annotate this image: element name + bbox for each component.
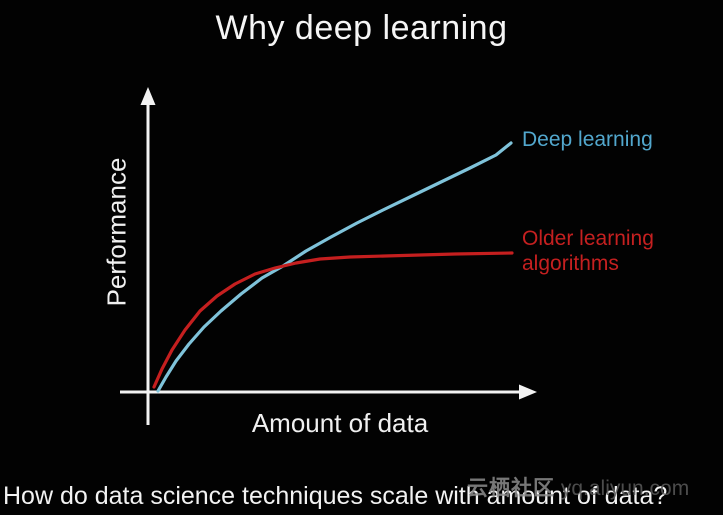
watermark-url-text: yq.aliyun.com (560, 477, 690, 500)
curve-0 (156, 141, 513, 393)
y-axis-arrowhead-icon (140, 87, 156, 105)
y-axis-label: Performance (101, 157, 132, 307)
curve-1 (152, 251, 514, 389)
x-axis-arrowhead-icon (519, 384, 537, 400)
series-label-deep-learning: Deep learning (522, 128, 653, 151)
x-axis-label: Amount of data (251, 408, 429, 438)
watermark: 云栖社区 yq.aliyun.com (467, 472, 689, 502)
bottom-caption: How do data science techniques scale wit… (3, 482, 668, 510)
page-title: Why deep learning (215, 9, 508, 47)
series-label-older-algorithms: Older learning algorithms (522, 227, 654, 275)
watermark-cn-text: 云栖社区 (467, 477, 555, 500)
